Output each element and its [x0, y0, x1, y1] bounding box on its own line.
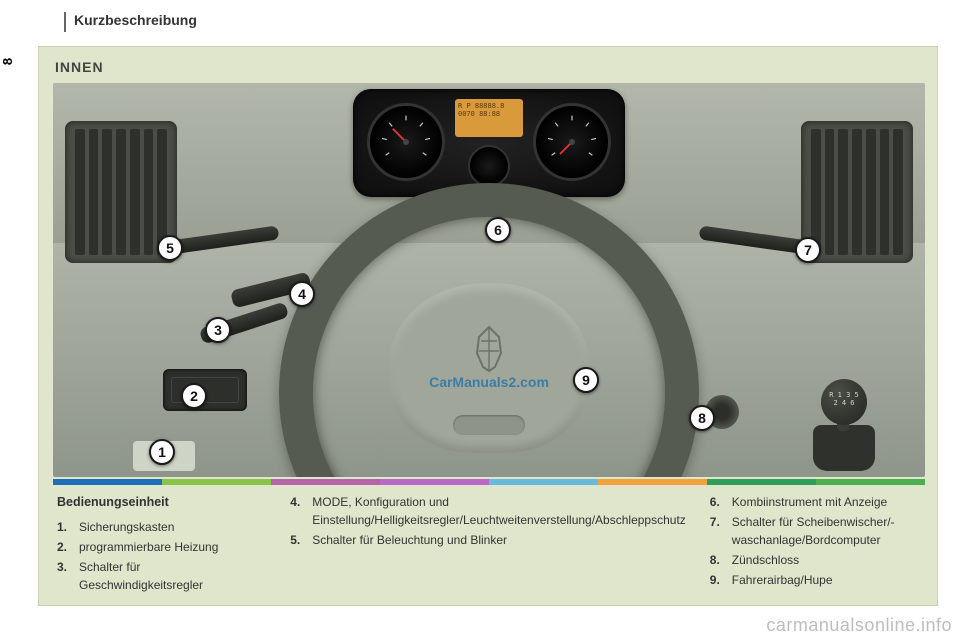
- list-item-text: Schalter für Geschwindigkeitsregler: [79, 558, 266, 594]
- watermark-text: CarManuals2.com: [429, 374, 549, 390]
- hub-badge: [453, 415, 525, 435]
- callout-marker-8: 8: [689, 405, 715, 431]
- list-item: 8.Zündschloss: [710, 551, 919, 569]
- shift-pattern-top: R 1 3 5: [821, 391, 867, 399]
- list-item-number: 9.: [710, 571, 732, 589]
- list-item-number: 4.: [290, 493, 312, 529]
- color-segment: [707, 479, 816, 485]
- list-item: 6.Kombiinstrument mit Anzeige: [710, 493, 919, 511]
- list-item: 5.Schalter für Beleuchtung und Blinker: [290, 531, 686, 549]
- callout-marker-3: 3: [205, 317, 231, 343]
- header-title: Kurzbeschreibung: [74, 12, 197, 28]
- fuel-gauge: [468, 145, 510, 187]
- speedometer-gauge: [367, 103, 445, 181]
- instrument-cluster: R P 88888.8 0070 88:88: [353, 89, 625, 197]
- list-item-number: 3.: [57, 558, 79, 594]
- callout-marker-9: 9: [573, 367, 599, 393]
- lcd-line2: 0070 88:88: [458, 110, 520, 118]
- list-item: 1.Sicherungskasten: [57, 518, 266, 536]
- color-strip: [53, 479, 925, 485]
- list-item: 3.Schalter für Geschwindigkeitsregler: [57, 558, 266, 594]
- color-segment: [380, 479, 489, 485]
- color-segment: [162, 479, 271, 485]
- dashboard-illustration: R P 88888.8 0070 88:88 CarManuals2.com R…: [53, 83, 925, 477]
- list-item-text: programmierbare Heizung: [79, 538, 266, 556]
- color-segment: [53, 479, 162, 485]
- content-panel: INNEN: [38, 46, 938, 606]
- list-item-text: Sicherungskasten: [79, 518, 266, 536]
- list-item-text: Kombiinstrument mit Anzeige: [732, 493, 919, 511]
- tachometer-gauge: [533, 103, 611, 181]
- footer-url: carmanualsonline.info: [766, 615, 952, 636]
- color-segment: [816, 479, 925, 485]
- list-item-number: 8.: [710, 551, 732, 569]
- list-item-number: 5.: [290, 531, 312, 549]
- column-1-title: Bedienungseinheit: [57, 493, 266, 512]
- callout-marker-2: 2: [181, 383, 207, 409]
- color-segment: [271, 479, 380, 485]
- callout-marker-4: 4: [289, 281, 315, 307]
- color-segment: [489, 479, 598, 485]
- callout-marker-6: 6: [485, 217, 511, 243]
- shift-pattern-bottom: 2 4 6: [821, 399, 867, 407]
- list-item-text: Schalter für Scheibenwischer/-waschanlag…: [732, 513, 919, 549]
- list-item-text: MODE, Konfiguration und Einstellung/Hell…: [312, 493, 686, 529]
- list-item-number: 2.: [57, 538, 79, 556]
- callout-marker-1: 1: [149, 439, 175, 465]
- list-item-number: 6.: [710, 493, 732, 511]
- list-item: 7.Schalter für Scheibenwischer/-waschanl…: [710, 513, 919, 549]
- description-columns: Bedienungseinheit 1.Sicherungskasten2.pr…: [57, 493, 919, 593]
- list-item-text: Zündschloss: [732, 551, 919, 569]
- list-item-text: Fahrerairbag/Hupe: [732, 571, 919, 589]
- brand-logo-icon: [467, 323, 511, 373]
- section-title: INNEN: [55, 59, 104, 75]
- list-item-text: Schalter für Beleuchtung und Blinker: [312, 531, 686, 549]
- lcd-line1: R P 88888.8: [458, 102, 520, 110]
- column-1: Bedienungseinheit 1.Sicherungskasten2.pr…: [57, 493, 266, 593]
- list-item: 2.programmierbare Heizung: [57, 538, 266, 556]
- list-item-number: 1.: [57, 518, 79, 536]
- list-item-number: 7.: [710, 513, 732, 549]
- side-rule: [64, 12, 66, 32]
- page-number: 8: [0, 58, 15, 65]
- shift-boot: [813, 425, 875, 471]
- gear-shifter: R 1 3 5 2 4 6: [807, 379, 881, 471]
- color-segment: [598, 479, 707, 485]
- callout-marker-7: 7: [795, 237, 821, 263]
- list-item: 9.Fahrerairbag/Hupe: [710, 571, 919, 589]
- shift-knob: R 1 3 5 2 4 6: [821, 379, 867, 425]
- column-3: 6.Kombiinstrument mit Anzeige7.Schalter …: [710, 493, 919, 593]
- list-item: 4.MODE, Konfiguration und Einstellung/He…: [290, 493, 686, 529]
- callout-marker-5: 5: [157, 235, 183, 261]
- lcd-display: R P 88888.8 0070 88:88: [455, 99, 523, 137]
- column-2: 4.MODE, Konfiguration und Einstellung/He…: [290, 493, 686, 593]
- steering-wheel-hub: CarManuals2.com: [389, 283, 589, 453]
